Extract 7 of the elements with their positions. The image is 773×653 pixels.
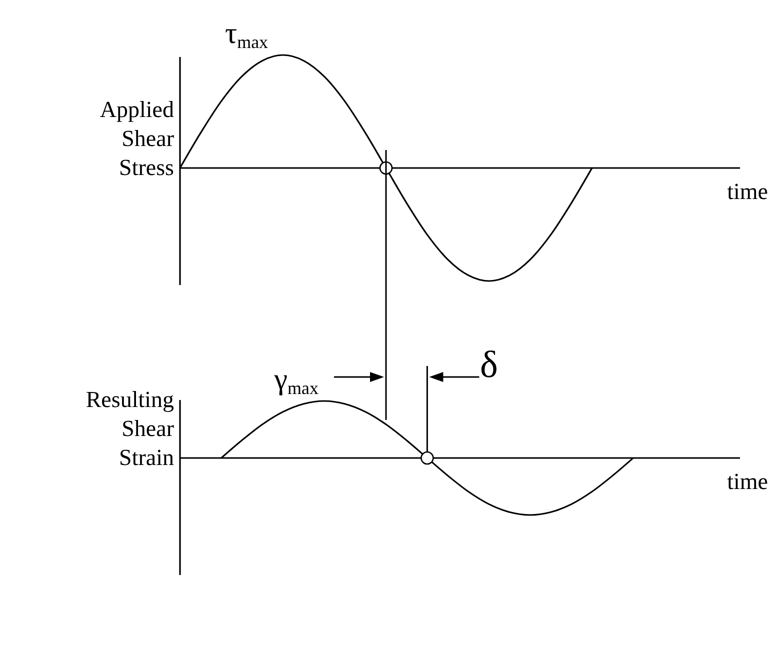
x-axis-title: time: [727, 469, 768, 494]
text: γ$_{max}$: [273, 363, 318, 398]
text: τ$_{max}$: [225, 17, 268, 52]
y-axis-title: Resulting Shear Strain: [86, 387, 174, 470]
x-axis-title: time: [727, 179, 768, 204]
text: δ: [480, 344, 498, 386]
y-axis-title: Applied Shear Stress: [100, 97, 174, 180]
